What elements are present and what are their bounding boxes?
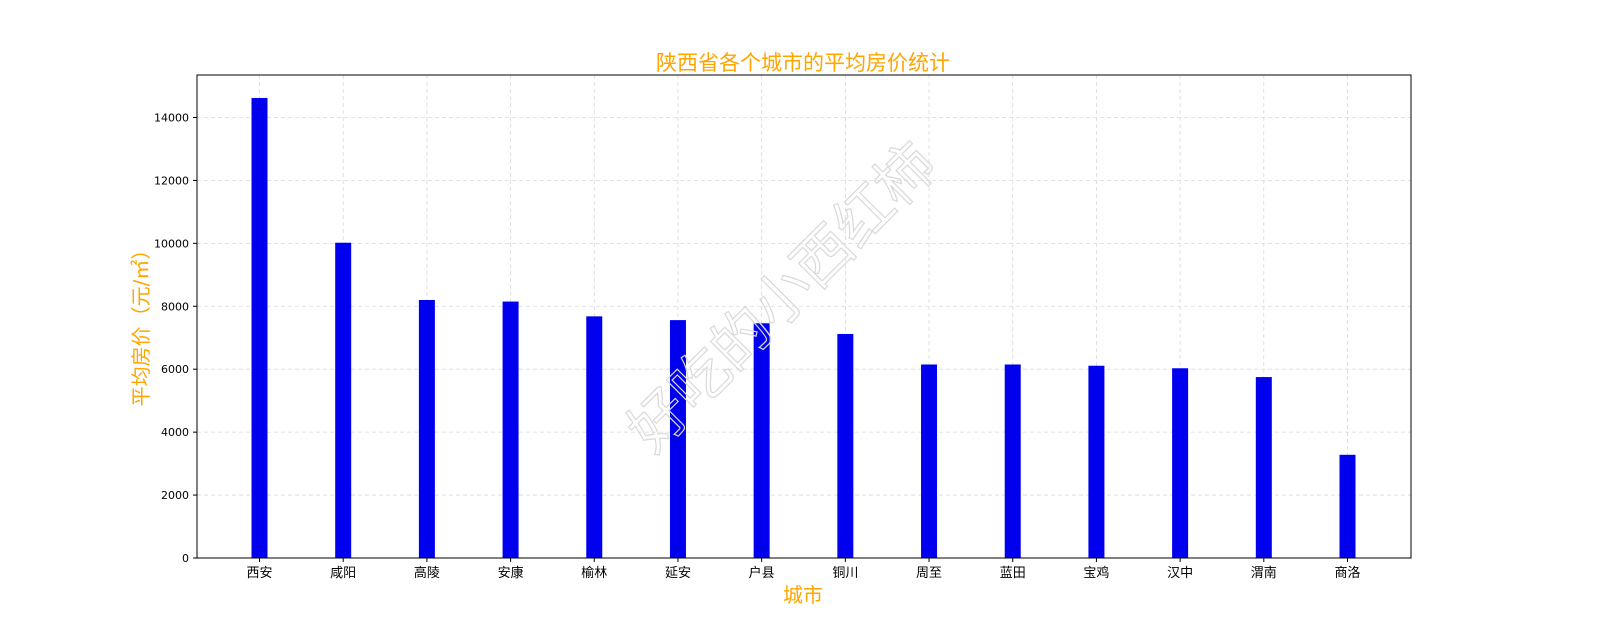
x-tick-label: 西安 (246, 566, 272, 581)
x-tick-label: 宝鸡 (1083, 565, 1109, 581)
bar-榆林 (586, 316, 603, 558)
bar-渭南 (1255, 377, 1272, 558)
bar-周至 (921, 364, 938, 558)
y-tick-label: 8000 (161, 300, 189, 313)
bar-商洛 (1339, 454, 1356, 558)
y-tick-label: 2000 (161, 489, 189, 502)
bar-户县 (753, 323, 770, 558)
bar-安康 (502, 301, 519, 558)
x-tick-label: 户县 (749, 565, 775, 581)
y-axis-ticks: 0 2000 4000 6000 8000 10000 12000 14000 (154, 111, 197, 565)
y-tick-label: 6000 (161, 363, 189, 376)
x-tick-label: 蓝田 (1000, 566, 1026, 581)
x-tick-label: 渭南 (1251, 565, 1277, 581)
x-tick-label: 高陵 (414, 565, 440, 581)
x-tick-label: 榆林 (581, 566, 607, 581)
x-tick-label: 咸阳 (330, 566, 356, 581)
bar-高陵 (418, 299, 435, 558)
x-tick-label: 汉中 (1167, 566, 1193, 581)
y-tick-label: 0 (182, 552, 189, 565)
bars (251, 97, 1356, 558)
bar-咸阳 (335, 242, 352, 558)
y-tick-label: 12000 (154, 174, 189, 187)
bar-宝鸡 (1088, 365, 1105, 558)
bar-延安 (669, 320, 686, 558)
x-axis-title: 城市 (783, 583, 823, 607)
y-tick-label: 10000 (154, 237, 189, 250)
bar-汉中 (1172, 368, 1189, 558)
x-tick-label: 延安 (665, 566, 691, 581)
x-tick-label: 周至 (916, 566, 942, 581)
y-tick-label: 4000 (161, 426, 189, 439)
x-tick-label: 铜川 (832, 566, 858, 581)
x-tick-label: 商洛 (1334, 566, 1360, 581)
chart-title: 陕西省各个城市的平均房价统计 (656, 51, 950, 75)
bar-蓝田 (1004, 364, 1021, 558)
x-tick-label: 安康 (498, 565, 524, 581)
plot-area-frame (196, 74, 1412, 559)
bar-铜川 (837, 333, 854, 558)
y-axis-title: 平均房价（元/㎡） (129, 240, 153, 407)
bar-西安 (251, 97, 268, 558)
y-tick-label: 14000 (154, 111, 189, 124)
x-axis-ticks: 西安 咸阳 高陵 安康 榆林 延安 户县 铜川 周至 蓝田 宝鸡 汉中 渭南 商洛 (246, 558, 1361, 581)
